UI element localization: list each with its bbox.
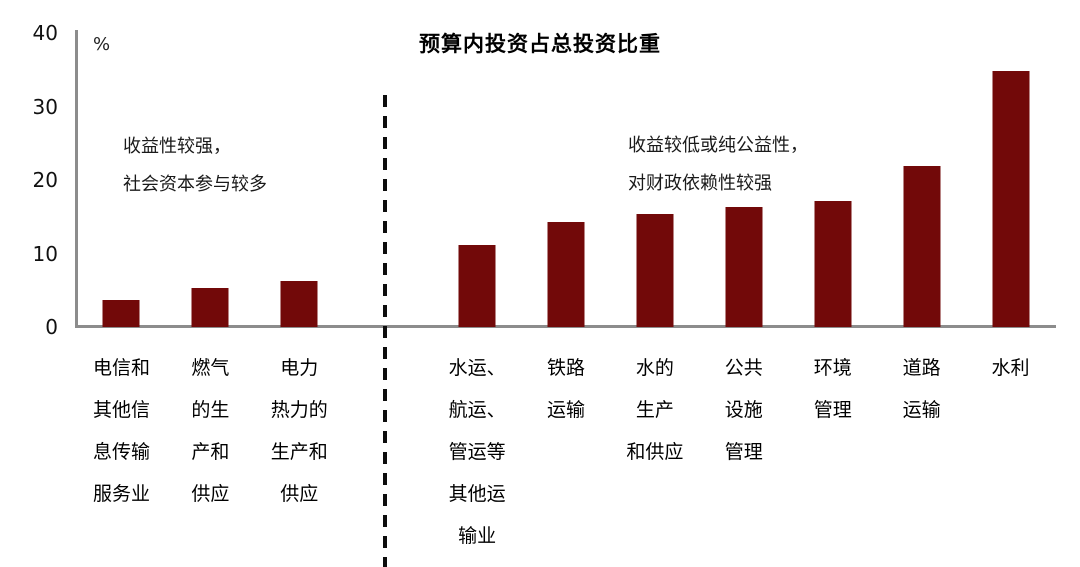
category-label: 电力热力的生产和供应 <box>271 347 328 515</box>
category-label-line: 铁路 <box>546 357 585 379</box>
category-label-line: 水利 <box>991 357 1030 379</box>
category-label-line: 电力 <box>280 357 319 379</box>
annotation-line: 社会资本参与较多 <box>123 174 267 195</box>
category-label-line: 管理 <box>724 441 763 463</box>
category-slot: 水运、航运、管运等其他运输业 <box>433 33 522 567</box>
category-label: 电信和其他信息传输服务业 <box>93 347 150 515</box>
category-label: 环境 管理 <box>814 347 852 431</box>
category-slot: 铁路 运输 <box>522 33 611 567</box>
category-label-line: 道路 <box>902 357 941 379</box>
category-label-line: 运输 <box>546 399 585 421</box>
bar <box>725 207 763 327</box>
bar <box>102 299 140 327</box>
category-slot: 道路 运输 <box>877 33 966 567</box>
chart-title: 预算内投资占总投资比重 <box>419 32 661 56</box>
group-divider-dashed-line <box>383 95 387 567</box>
category-label-line: 热力的 <box>270 399 328 421</box>
category-label-line: 产和 <box>191 441 230 463</box>
category-label-line: 运输 <box>902 399 941 421</box>
annotation-line: 对财政依赖性较强 <box>628 173 772 194</box>
category-label-line: 管理 <box>813 399 852 421</box>
category-label-line: 息传输 <box>92 441 150 463</box>
bar-zone <box>166 33 255 327</box>
annotation-line: 收益性较强， <box>123 136 231 157</box>
category-label-line: 生产 <box>635 399 674 421</box>
y-axis-tick-label: 0 <box>45 315 58 339</box>
category-label-line: 输业 <box>458 525 497 547</box>
category-label-line: 和供应 <box>626 441 684 463</box>
bar-zone <box>699 33 788 327</box>
bar-zone <box>522 33 611 327</box>
category-label-line: 燃气 <box>191 357 230 379</box>
bars-and-labels-area: 电信和 其他信 息传输 服务业 燃气 的生 产和 供应 电力 热力的 生产和 供应 水运、 航运、 管运等其… <box>77 33 1055 567</box>
bar-zone <box>966 33 1055 327</box>
category-label-line: 电信和 <box>92 357 150 379</box>
category-slot: 电信和其他信息传输服务业 <box>77 33 166 567</box>
category-label-line: 航运、 <box>448 399 506 421</box>
category-label: 水利 <box>992 347 1030 389</box>
bar <box>814 200 852 327</box>
annotation-right-group: 收益较低或纯公益性， 对财政依赖性较强 <box>628 127 808 203</box>
bar <box>547 221 585 327</box>
y-axis-tick-label: 10 <box>32 241 58 266</box>
category-label-line: 其他运 <box>448 483 506 505</box>
y-axis-tick-label: 30 <box>32 94 58 119</box>
bar-zone <box>877 33 966 327</box>
category-label: 水的 生产 和供应 <box>626 347 683 473</box>
category-label-line: 水运、 <box>448 357 506 379</box>
bar <box>280 281 318 327</box>
category-label: 道路 运输 <box>903 347 941 431</box>
category-label-line: 水的 <box>635 357 674 379</box>
bar <box>903 166 941 327</box>
category-label-line: 服务业 <box>92 483 150 505</box>
category-slot: 水的 生产 和供应 <box>610 33 699 567</box>
category-label: 铁路 运输 <box>547 347 585 431</box>
annotation-line: 收益较低或纯公益性， <box>628 135 808 156</box>
category-label-line: 生产和 <box>270 441 328 463</box>
category-label-line: 供应 <box>191 483 230 505</box>
bar <box>992 71 1030 327</box>
y-axis-tick-label: 40 <box>32 21 58 45</box>
category-slot: 环境 管理 <box>788 33 877 567</box>
bar-zone <box>77 33 166 327</box>
category-label-line: 的生 <box>191 399 230 421</box>
category-label: 水运、航运、管运等其他运输业 <box>449 347 506 557</box>
bar <box>458 244 496 327</box>
bar-zone <box>433 33 522 327</box>
y-axis-unit-label: % <box>93 34 111 55</box>
category-slot: 公共 设施 管理 <box>699 33 788 567</box>
category-label-line: 管运等 <box>448 441 506 463</box>
annotation-left-group: 收益性较强， 社会资本参与较多 <box>123 128 267 204</box>
divider-slot <box>344 33 433 567</box>
bar-zone <box>255 33 344 327</box>
category-label: 燃气 的生 产和 供应 <box>191 347 229 515</box>
category-label-line: 环境 <box>813 357 852 379</box>
category-slot: 水利 <box>966 33 1055 567</box>
category-label-line: 其他信 <box>92 399 150 421</box>
bar-zone <box>610 33 699 327</box>
bar <box>191 288 229 327</box>
category-label-line: 供应 <box>280 483 319 505</box>
category-label: 公共 设施 管理 <box>725 347 763 473</box>
y-axis-line <box>75 30 78 327</box>
category-slot: 燃气 的生 产和 供应 <box>166 33 255 567</box>
bar-zone <box>788 33 877 327</box>
category-slot: 电力热力的生产和供应 <box>255 33 344 567</box>
category-label-line: 公共 <box>724 357 763 379</box>
bar <box>636 213 674 327</box>
category-label-line: 设施 <box>724 399 763 421</box>
y-axis-tick-label: 20 <box>32 168 58 192</box>
